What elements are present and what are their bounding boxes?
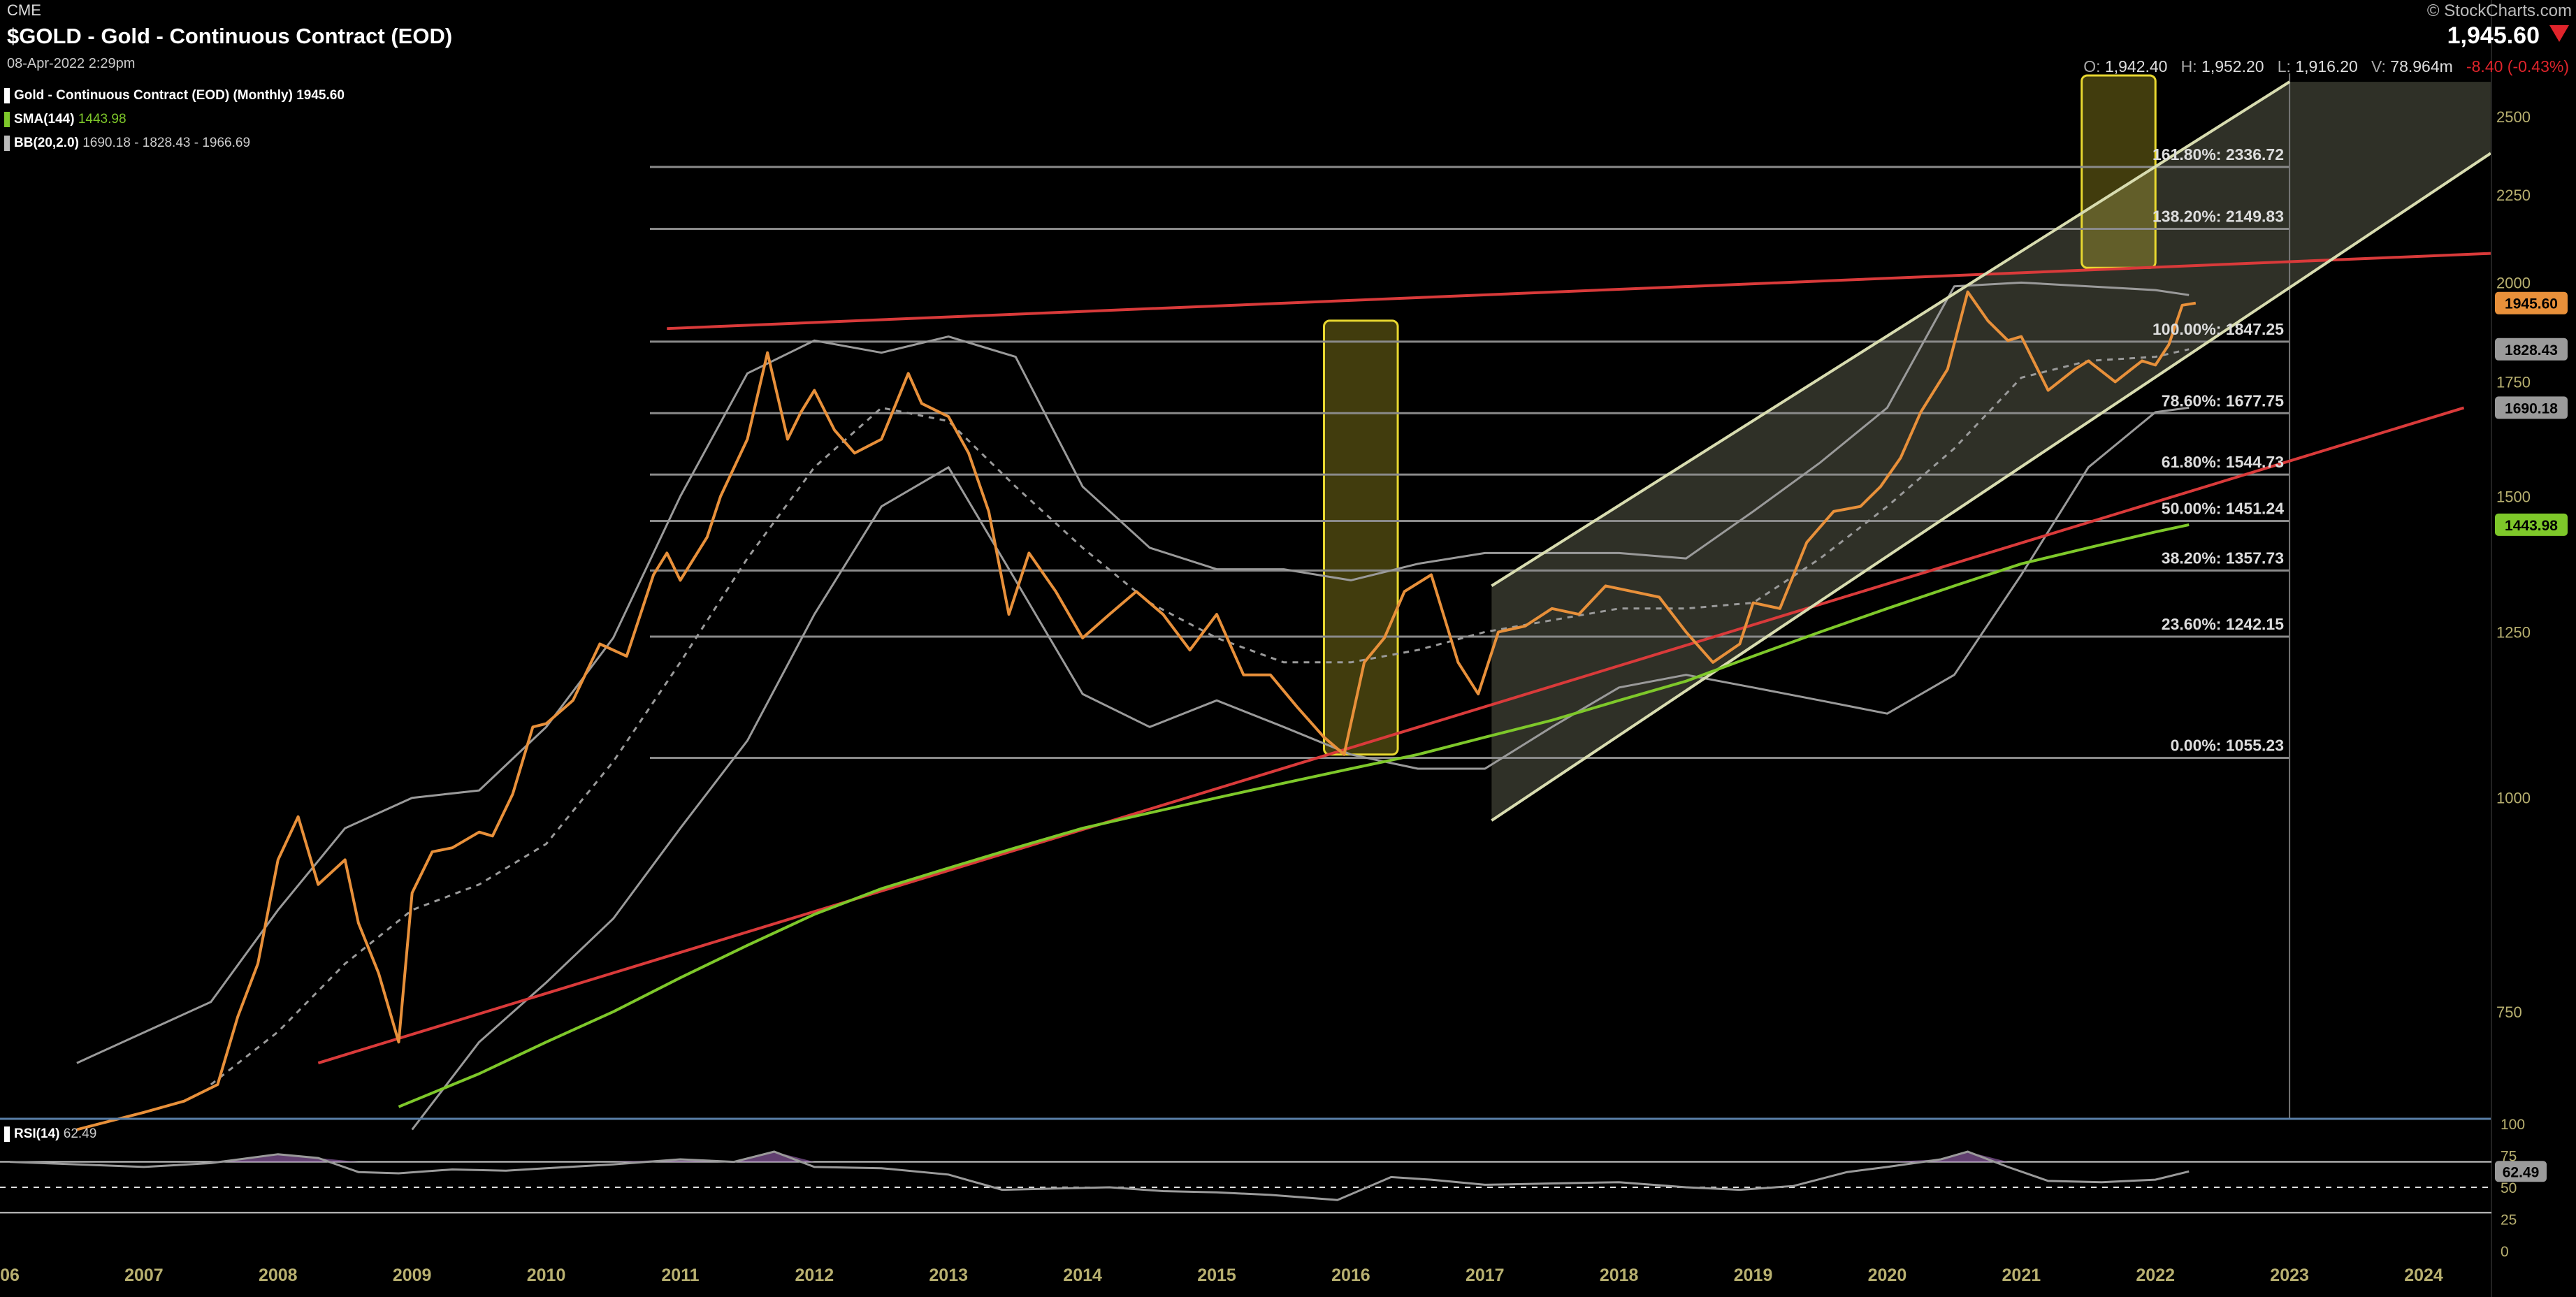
legend-price-label: Gold - Continuous Contract (EOD) (Monthl…	[14, 88, 345, 103]
chart-title: $GOLD - Gold - Continuous Contract (EOD)	[7, 24, 453, 48]
low-label: L:	[2277, 57, 2291, 75]
channel-fill	[1491, 82, 2491, 821]
exchange-label: CME	[7, 1, 41, 19]
price-badge-label: 1828.43	[2505, 342, 2558, 358]
open-label: O:	[2083, 57, 2101, 75]
price-badge	[2495, 291, 2568, 314]
legend-sma[interactable]: SMA(144) 1443.98	[4, 112, 126, 127]
y-tick-label: 1250	[2496, 623, 2531, 641]
legend-bb-values: 1690.18 - 1828.43 - 1966.69	[82, 136, 251, 151]
x-tick-label: 2010	[527, 1266, 566, 1285]
x-tick-label: 2015	[1197, 1266, 1236, 1285]
x-tick-label: 2009	[393, 1266, 432, 1285]
high-value: 1,952.20	[2201, 57, 2264, 75]
open-value: 1,942.40	[2104, 57, 2168, 75]
highlight-box-2	[2081, 74, 2157, 269]
fib-label: 0.00%: 1055.23	[2171, 737, 2284, 755]
x-tick-label: 06	[0, 1266, 20, 1285]
rsi-tick-label: 100	[2501, 1117, 2525, 1133]
support-trendline	[317, 406, 2465, 1065]
x-tick-label: 2014	[1063, 1266, 1102, 1285]
y-tick-label: 750	[2496, 1003, 2522, 1021]
x-tick-label: 2023	[2270, 1266, 2309, 1285]
x-tick-label: 2013	[929, 1266, 968, 1285]
legend-rsi[interactable]: RSI(14) 62.49	[4, 1126, 96, 1142]
fib-label: 38.20%: 1357.73	[2162, 549, 2284, 567]
x-tick-label: 2024	[2404, 1266, 2443, 1285]
legend-bb-name: BB(20,2.0)	[14, 136, 79, 151]
fib-label: 61.80%: 1544.73	[2162, 453, 2284, 471]
y-tick-label: 2500	[2496, 108, 2531, 126]
volume-value: 78.964m	[2390, 57, 2453, 75]
x-tick-label: 2008	[259, 1266, 298, 1285]
price-line	[76, 290, 2197, 1131]
legend-rsi-name: RSI(14)	[14, 1126, 60, 1142]
fib-label: 100.00%: 1847.25	[2152, 320, 2284, 338]
y-tick-label: 2250	[2496, 187, 2531, 204]
y-tick-label: 2000	[2496, 274, 2531, 291]
x-tick-label: 2011	[661, 1266, 699, 1285]
fib-label: 50.00%: 1451.24	[2162, 500, 2284, 518]
legend-sma-name: SMA(144)	[14, 112, 75, 127]
resistance-trendline	[667, 252, 2491, 331]
x-tick-label: 2022	[2136, 1266, 2175, 1285]
legend-price[interactable]: Gold - Continuous Contract (EOD) (Monthl…	[4, 88, 345, 103]
rsi-tick-label: 25	[2501, 1212, 2517, 1229]
high-label: H:	[2180, 57, 2197, 75]
bb-band-line	[411, 406, 2190, 1131]
ohlc-readout: O: 1,942.40 H: 1,952.20 L: 1,916.20 V: 7…	[2083, 57, 2569, 76]
legend-swatch	[4, 1126, 10, 1142]
x-tick-label: 2021	[2002, 1266, 2041, 1285]
channel-bottom-trendline	[1491, 152, 2492, 822]
fib-label: 161.80%: 2336.72	[2152, 145, 2284, 164]
fib-label: 138.20%: 2149.83	[2152, 208, 2284, 226]
x-tick-label: 2019	[1734, 1266, 1773, 1285]
legend-sma-value: 1443.98	[78, 112, 126, 127]
price-badge	[2495, 396, 2568, 419]
fib-label: 78.60%: 1677.75	[2162, 391, 2284, 410]
x-tick-label: 2020	[1868, 1266, 1907, 1285]
rsi-tick-label: 50	[2501, 1180, 2517, 1196]
change-value: -8.40 (-0.43%)	[2466, 57, 2569, 75]
channel-top-trendline	[1491, 80, 2291, 588]
x-tick-label: 2012	[795, 1266, 834, 1285]
highlight-box-1	[1323, 319, 1399, 756]
rsi-tick-label: 75	[2501, 1149, 2517, 1165]
rsi-tick-label: 0	[2501, 1244, 2509, 1260]
x-tick-label: 2017	[1466, 1266, 1505, 1285]
x-tick-label: 2018	[1600, 1266, 1639, 1285]
rsi-overbought-fill	[10, 1152, 2190, 1162]
price-badge	[2495, 338, 2568, 361]
bb-middle-line	[210, 348, 2190, 1086]
legend-rsi-value: 62.49	[63, 1126, 97, 1142]
last-price: 1,945.60	[2447, 22, 2540, 49]
price-badge-label: 1443.98	[2505, 518, 2558, 534]
y-tick-label: 1000	[2496, 790, 2531, 807]
brand-label[interactable]: © StockCharts.com	[2426, 1, 2572, 20]
rsi-line	[9, 1150, 2190, 1201]
timestamp: 08-Apr-2022 2:29pm	[7, 56, 136, 71]
x-tick-label: 2007	[124, 1266, 164, 1285]
price-badge-label: 1690.18	[2505, 400, 2558, 416]
legend-swatch	[4, 112, 10, 127]
y-tick-label: 1750	[2496, 373, 2531, 391]
bb-band-line	[76, 281, 2190, 1064]
y-tick-label: 1500	[2496, 488, 2531, 505]
legend-bb[interactable]: BB(20,2.0) 1690.18 - 1828.43 - 1966.69	[4, 136, 250, 151]
price-badge-label: 1945.60	[2505, 296, 2558, 312]
legend-swatch	[4, 88, 10, 103]
sma-line	[398, 523, 2190, 1108]
low-value: 1,916.20	[2295, 57, 2358, 75]
rsi-badge-label: 62.49	[2503, 1164, 2540, 1180]
rsi-badge	[2495, 1161, 2547, 1182]
volume-label: V:	[2371, 57, 2386, 75]
price-badge	[2495, 513, 2568, 536]
x-tick-label: 2016	[1331, 1266, 1370, 1285]
legend-swatch	[4, 136, 10, 151]
fib-label: 23.60%: 1242.15	[2162, 615, 2284, 633]
down-arrow-icon	[2549, 25, 2569, 42]
